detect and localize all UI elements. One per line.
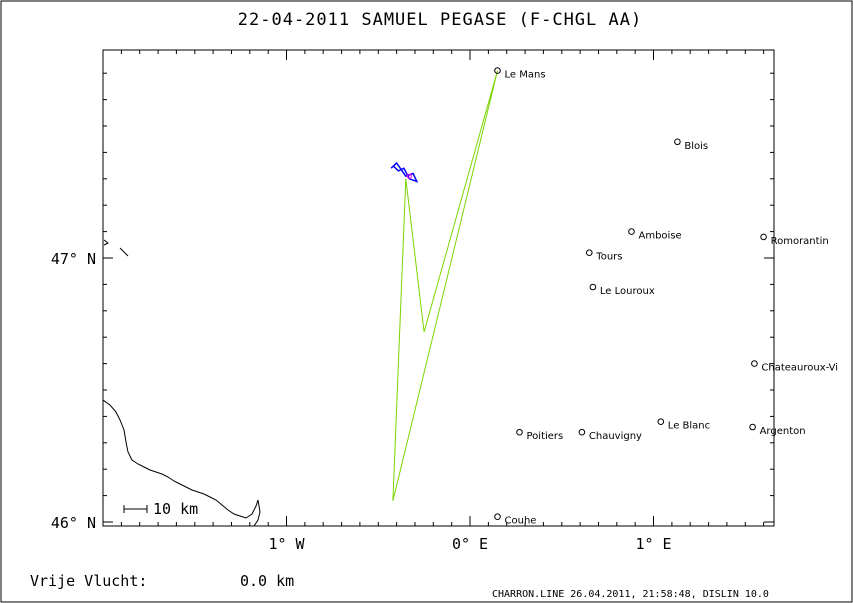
- city-label: Le Blanc: [668, 421, 710, 432]
- page-title: 22-04-2011 SAMUEL PEGASE (F-CHGL AA): [238, 10, 642, 30]
- axis-labels: 47° N 46° N 1° W 0° E 1° E: [51, 250, 672, 553]
- y-axis-label: 46° N: [51, 514, 96, 532]
- credit-line: CHARRON.LINE 26.04.2011, 21:58:48, DISLI…: [492, 589, 769, 600]
- city-label: Le Louroux: [600, 286, 655, 297]
- x-axis-label: 0° E: [452, 535, 488, 553]
- city-label: Chateauroux-Vi: [761, 363, 838, 374]
- coastline: [102, 399, 261, 527]
- city-label: Romorantin: [771, 236, 829, 247]
- scale-bar-label: 10 km: [153, 500, 198, 518]
- city-marker: [674, 138, 681, 146]
- coastline-island: [119, 247, 129, 257]
- thermal-accent-mark: [406, 173, 412, 179]
- distance-label: Vrije Vlucht:: [30, 572, 147, 590]
- city-label: Le Mans: [505, 70, 546, 81]
- distance-value: 0.0 km: [240, 572, 294, 590]
- coastline-island-2: [103, 239, 109, 246]
- city-label: Poitiers: [527, 431, 564, 442]
- city-marker: [589, 283, 597, 291]
- axis-ticks: [102, 50, 774, 526]
- city-label: Chauvigny: [589, 431, 642, 442]
- city-marker: [586, 249, 593, 256]
- scale-bar: 10 km: [123, 500, 198, 518]
- map-plot-area: [102, 49, 775, 527]
- city-label: Amboise: [639, 231, 682, 242]
- city-marker: [516, 428, 523, 436]
- city-marker: [751, 360, 758, 367]
- x-axis-label: 1° E: [635, 535, 671, 553]
- city-markers: Le Mans Blois Amboise Romorantin Tours Le Lou…: [494, 67, 838, 527]
- city-label: Tours: [595, 252, 622, 263]
- flight-track: [392, 70, 498, 502]
- city-marker: [749, 423, 756, 431]
- city-marker: [494, 513, 501, 521]
- thermal-cluster: [390, 161, 419, 183]
- y-axis-label: 47° N: [51, 250, 96, 268]
- city-marker: [628, 228, 635, 235]
- city-marker: [578, 428, 586, 436]
- city-marker: [760, 233, 767, 241]
- city-marker: [494, 67, 501, 74]
- city-label: Couhe: [505, 516, 537, 527]
- x-axis-label: 1° W: [268, 535, 305, 553]
- city-label: Blois: [684, 141, 708, 152]
- city-marker: [657, 418, 665, 426]
- city-label: Argenton: [760, 426, 806, 437]
